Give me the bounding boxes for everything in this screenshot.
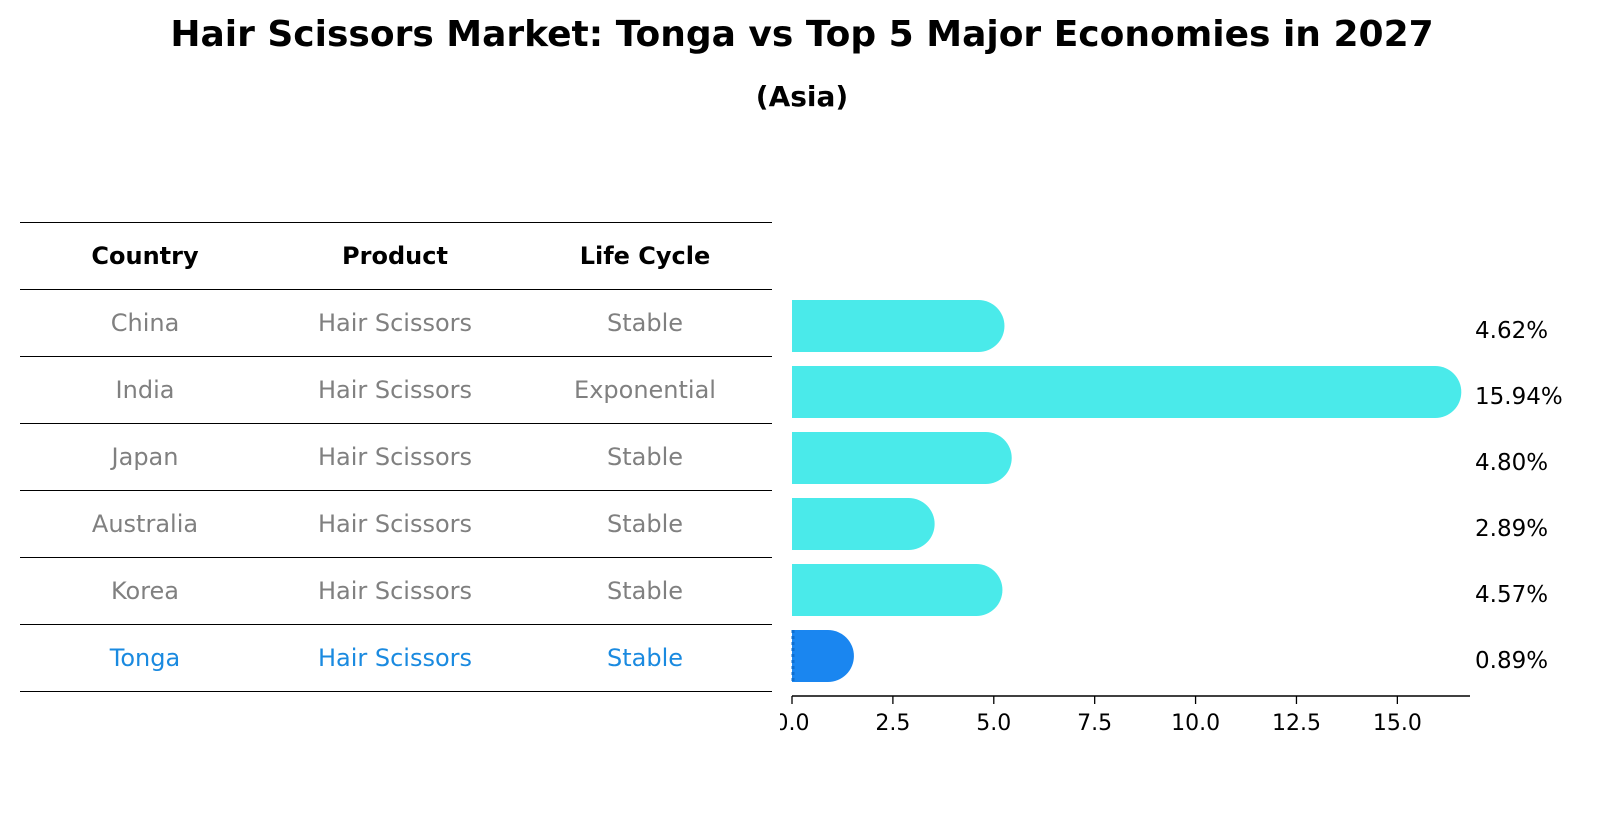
x-tick-label: 7.5 — [1077, 711, 1112, 736]
cell-country: India — [115, 376, 175, 404]
x-tick-label: 0.0 — [780, 711, 810, 736]
cell-product: Hair Scissors — [317, 443, 473, 471]
cell-life-cycle: Exponential — [574, 376, 716, 404]
header-product: Product — [342, 242, 448, 270]
cell-country: China — [110, 309, 180, 337]
value-label-china: 4.62% — [1475, 318, 1548, 344]
value-label-tonga: 0.89% — [1475, 648, 1548, 674]
table-row: Korea Hair Scissors Stable — [20, 558, 772, 625]
cell-country: Japan — [111, 443, 179, 471]
cell-life-cycle: Stable — [606, 510, 684, 538]
cell-life-cycle: Stable — [606, 577, 684, 605]
bar-cap-india — [1409, 366, 1462, 418]
bar-chart: 4.62% 15.94% 4.80% 2.89% 4.57% 0.89% 0.0 2.5 5.0… — [780, 300, 1563, 736]
table-row: Australia Hair Scissors Stable — [20, 491, 772, 558]
table-row: Japan Hair Scissors Stable — [20, 424, 772, 491]
cell-life-cycle: Stable — [606, 309, 684, 337]
cell-country: Tonga — [109, 644, 181, 672]
bar-china — [792, 300, 979, 352]
value-label-india: 15.94% — [1475, 384, 1563, 410]
cell-product: Hair Scissors — [317, 510, 473, 538]
table-row-highlight: Tonga Hair Scissors Stable — [20, 625, 772, 692]
cell-product: Hair Scissors — [317, 376, 473, 404]
chart-title: Hair Scissors Market: Tonga vs Top 5 Maj… — [170, 14, 1434, 55]
cell-life-cycle: Stable — [606, 443, 684, 471]
bar-cap-australia — [882, 498, 935, 550]
x-tick-label: 10.0 — [1171, 711, 1220, 736]
x-tick-label: 15.0 — [1373, 711, 1422, 736]
table-row: India Hair Scissors Exponential — [20, 357, 772, 424]
cell-product: Hair Scissors — [317, 577, 473, 605]
cell-country: Korea — [110, 577, 180, 605]
x-tick-label: 12.5 — [1272, 711, 1321, 736]
x-tick-label: 5.0 — [976, 711, 1011, 736]
bar-india — [792, 366, 1436, 418]
header-life-cycle: Life Cycle — [579, 242, 711, 270]
bar-korea — [792, 564, 977, 616]
bar-cap-japan — [959, 432, 1012, 484]
bar-cap-china — [952, 300, 1005, 352]
cell-product: Hair Scissors — [317, 309, 473, 337]
header-country: Country — [91, 242, 199, 270]
cell-life-cycle: Stable — [606, 644, 684, 672]
chart-subtitle: (Asia) — [755, 80, 849, 113]
country-table: Country Product Life Cycle China Hair Sc… — [20, 222, 772, 692]
x-tick-label: 2.5 — [875, 711, 910, 736]
value-label-japan: 4.80% — [1475, 450, 1548, 476]
value-label-australia: 2.89% — [1475, 516, 1548, 542]
cell-product: Hair Scissors — [317, 644, 473, 672]
table-row: China Hair Scissors Stable — [20, 290, 772, 357]
cell-country: Australia — [91, 510, 199, 538]
bar-cap-korea — [950, 564, 1003, 616]
bar-japan — [792, 432, 986, 484]
value-label-korea: 4.57% — [1475, 582, 1548, 608]
table-header-row: Country Product Life Cycle — [20, 222, 772, 290]
bar-cap-tonga — [801, 630, 854, 682]
